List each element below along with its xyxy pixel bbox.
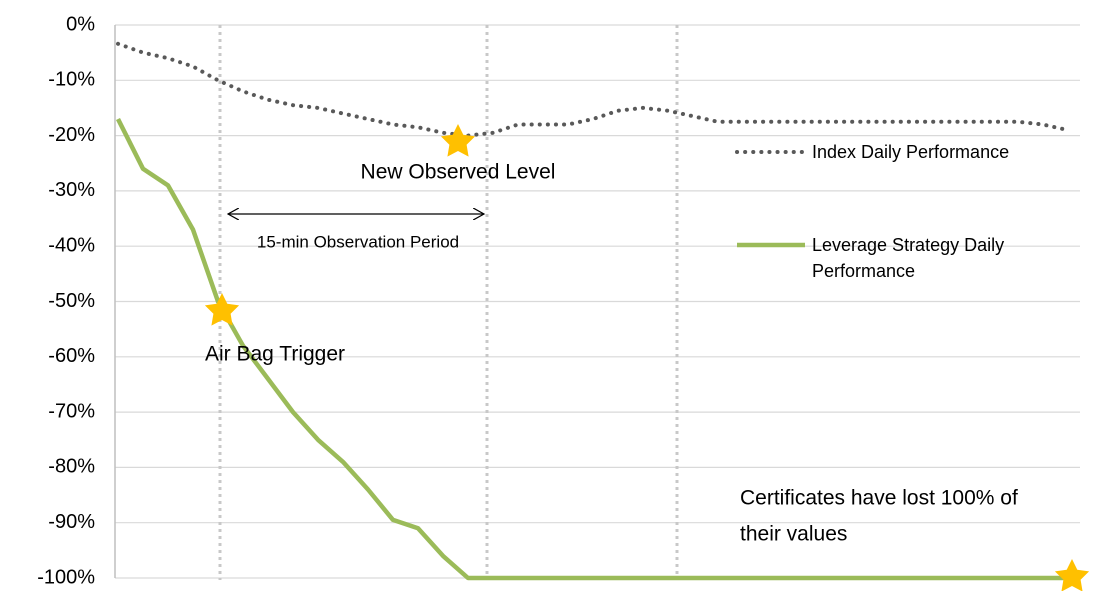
y-tick-label: -20% — [48, 124, 95, 146]
y-tick-label: -40% — [48, 234, 95, 256]
series-line — [115, 117, 1068, 581]
grid — [115, 24, 1080, 579]
y-tick-label: -70% — [48, 400, 95, 422]
star — [1054, 559, 1090, 592]
legend-label-box: Leverage Strategy Daily Performance — [812, 235, 1005, 281]
annotation: Certificates have lost 100% of — [740, 487, 1018, 510]
star — [204, 293, 240, 326]
annotation: their values — [740, 523, 847, 546]
series-line — [116, 41, 1070, 138]
y-tick-label: -60% — [48, 345, 95, 367]
legend-label: Index Daily Performance — [812, 142, 1010, 162]
y-tick-label: -10% — [48, 69, 95, 91]
y-tick-label: 0% — [66, 13, 95, 35]
stars — [204, 124, 1090, 592]
y-tick-label: -100% — [37, 566, 95, 588]
lines — [115, 41, 1070, 581]
y-tick-label: -80% — [48, 456, 95, 478]
legend-label-box: Index Daily Performance — [812, 142, 1010, 162]
star — [440, 124, 476, 157]
annotation: 15-min Observation Period — [257, 232, 459, 251]
y-tick-label: -30% — [48, 179, 95, 201]
annotation: New Observed Level — [361, 161, 556, 184]
y-tick-label: -90% — [48, 511, 95, 533]
annotation: Air Bag Trigger — [205, 343, 345, 366]
legend: Index Daily Performance Leverage Strategy… — [735, 142, 1010, 281]
y-tick-label: -50% — [48, 290, 95, 312]
legend-label: Leverage Strategy Daily Performance — [812, 235, 1005, 281]
